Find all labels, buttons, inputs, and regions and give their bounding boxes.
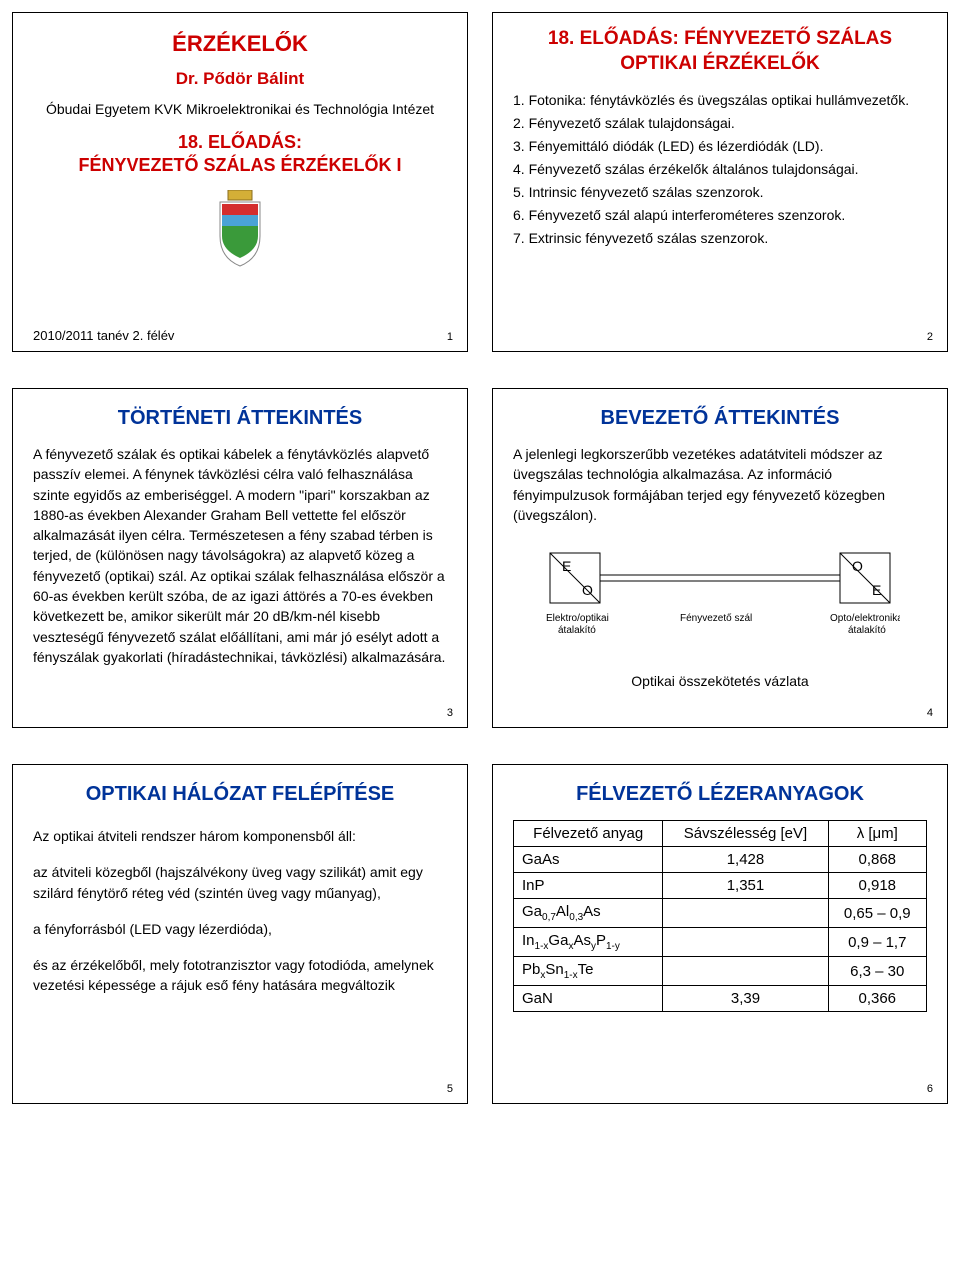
slide1-subtitle-l2: FÉNYVEZETŐ SZÁLAS ÉRZÉKELŐK I [78,155,401,175]
slide2-title-l2: OPTIKAI ÉRZÉKELŐK [620,53,820,74]
th-material: Félvezető anyag [514,821,663,847]
slide-4: BEVEZETŐ ÁTTEKINTÉS A jelenlegi legkorsz… [492,388,948,728]
slide1-title: ÉRZÉKELŐK [33,31,447,57]
cell-lambda: 0,65 – 0,9 [828,899,926,928]
slide1-subtitle: 18. ELŐADÁS: FÉNYVEZETŐ SZÁLAS ÉRZÉKELŐK… [33,131,447,178]
materials-table: Félvezető anyag Sávszélesség [eV] λ [μm]… [513,820,927,1012]
list-item: 3. Fényemittáló diódák (LED) és lézerdió… [513,136,927,157]
slide5-intro: Az optikai átviteli rendszer három kompo… [33,826,447,846]
slide4-title: BEVEZETŐ ÁTTEKINTÉS [513,407,927,430]
slide4-caption: Optikai összekötetés vázlata [513,673,927,689]
svg-text:átalakító: átalakító [558,625,596,636]
cell-bandgap [663,928,828,957]
page-number: 4 [927,707,933,719]
table-row: GaAs1,4280,868 [514,847,927,873]
diag-left-top: E [562,558,571,574]
list-item: 6. Fényvezető szál alapú interferométere… [513,205,927,226]
page-number: 2 [927,331,933,343]
table-header-row: Félvezető anyag Sávszélesség [eV] λ [μm] [514,821,927,847]
diag-right-bot: E [872,582,881,598]
diag-right-top: O [852,558,863,574]
page-number: 5 [447,1083,453,1095]
cell-bandgap [663,957,828,986]
th-lambda: λ [μm] [828,821,926,847]
svg-text:átalakító: átalakító [848,625,886,636]
list-item: 1. Fotonika: fénytávközlés és üvegszálas… [513,90,927,111]
slide5-p2: a fényforrásból (LED vagy lézerdióda), [33,919,447,939]
slide3-title: TÖRTÉNETI ÁTTEKINTÉS [33,407,447,430]
table-body: GaAs1,4280,868InP1,3510,918Ga0,7Al0,3As0… [514,847,927,1012]
diag-left-label: Elektro/optikai [546,613,609,624]
cell-material: GaAs [514,847,663,873]
cell-material: GaN [514,986,663,1012]
slide-3: TÖRTÉNETI ÁTTEKINTÉS A fényvezető szálak… [12,388,468,728]
page-number: 6 [927,1083,933,1095]
cell-bandgap: 3,39 [663,986,828,1012]
cell-material: InP [514,873,663,899]
cell-lambda: 0,868 [828,847,926,873]
slide5-p1: az átviteli közegből (hajszálvékony üveg… [33,862,447,903]
connection-diagram: E O O E Elektro/optikai átalakító Fényve… [513,543,927,653]
slide5-title: OPTIKAI HÁLÓZAT FELÉPÍTÉSE [33,783,447,806]
cell-material: Ga0,7Al0,3As [514,899,663,928]
slide2-title-l1: 18. ELŐADÁS: FÉNYVEZETŐ SZÁLAS [548,28,892,49]
cell-bandgap: 1,351 [663,873,828,899]
list-item: 2. Fényvezető szálak tulajdonságai. [513,113,927,134]
slide6-title: FÉLVEZETŐ LÉZERANYAGOK [513,783,927,806]
slide4-body: A jelenlegi legkorszerűbb vezetékes adat… [513,444,927,525]
cell-material: PbxSn1-xTe [514,957,663,986]
list-item: 4. Fényvezető szálas érzékelők általános… [513,159,927,180]
slide1-footer: 2010/2011 tanév 2. félév [33,328,174,343]
cell-lambda: 0,918 [828,873,926,899]
diag-right-label: Opto/elektronikai [830,613,900,624]
slide-1: ÉRZÉKELŐK Dr. Pődör Bálint Óbudai Egyete… [12,12,468,352]
table-row: GaN3,390,366 [514,986,927,1012]
slide-grid: ÉRZÉKELŐK Dr. Pődör Bálint Óbudai Egyete… [12,12,948,1104]
list-item: 7. Extrinsic fényvezető szálas szenzorok… [513,228,927,249]
diag-mid-label: Fényvezető szál [680,613,752,624]
table-row: Ga0,7Al0,3As 0,65 – 0,9 [514,899,927,928]
slide1-subtitle-l1: 18. ELŐADÁS: [178,132,302,152]
table-row: InP1,3510,918 [514,873,927,899]
table-row: In1-xGaxAsyP1-y 0,9 – 1,7 [514,928,927,957]
table-row: PbxSn1-xTe 6,3 – 30 [514,957,927,986]
slide5-p3: és az érzékelőből, mely fototranzisztor … [33,955,447,996]
cell-lambda: 6,3 – 30 [828,957,926,986]
cell-material: In1-xGaxAsyP1-y [514,928,663,957]
cell-bandgap: 1,428 [663,847,828,873]
slide-2: 18. ELŐADÁS: FÉNYVEZETŐ SZÁLAS OPTIKAI É… [492,12,948,352]
slide-5: OPTIKAI HÁLÓZAT FELÉPÍTÉSE Az optikai át… [12,764,468,1104]
slide2-list: 1. Fotonika: fénytávközlés és üvegszálas… [513,90,927,249]
slide1-affiliation: Óbudai Egyetem KVK Mikroelektronikai és … [33,101,447,117]
page-number: 3 [447,707,453,719]
cell-lambda: 0,366 [828,986,926,1012]
slide-6: FÉLVEZETŐ LÉZERANYAGOK Félvezető anyag S… [492,764,948,1104]
slide2-title: 18. ELŐADÁS: FÉNYVEZETŐ SZÁLAS OPTIKAI É… [513,27,927,76]
crest-icon [33,190,447,275]
diag-left-bot: O [582,582,593,598]
cell-lambda: 0,9 – 1,7 [828,928,926,957]
th-bandgap: Sávszélesség [eV] [663,821,828,847]
list-item: 5. Intrinsic fényvezető szálas szenzorok… [513,182,927,203]
slide3-body: A fényvezető szálak és optikai kábelek a… [33,444,447,667]
page-number: 1 [447,331,453,343]
cell-bandgap [663,899,828,928]
slide1-author: Dr. Pődör Bálint [33,69,447,89]
